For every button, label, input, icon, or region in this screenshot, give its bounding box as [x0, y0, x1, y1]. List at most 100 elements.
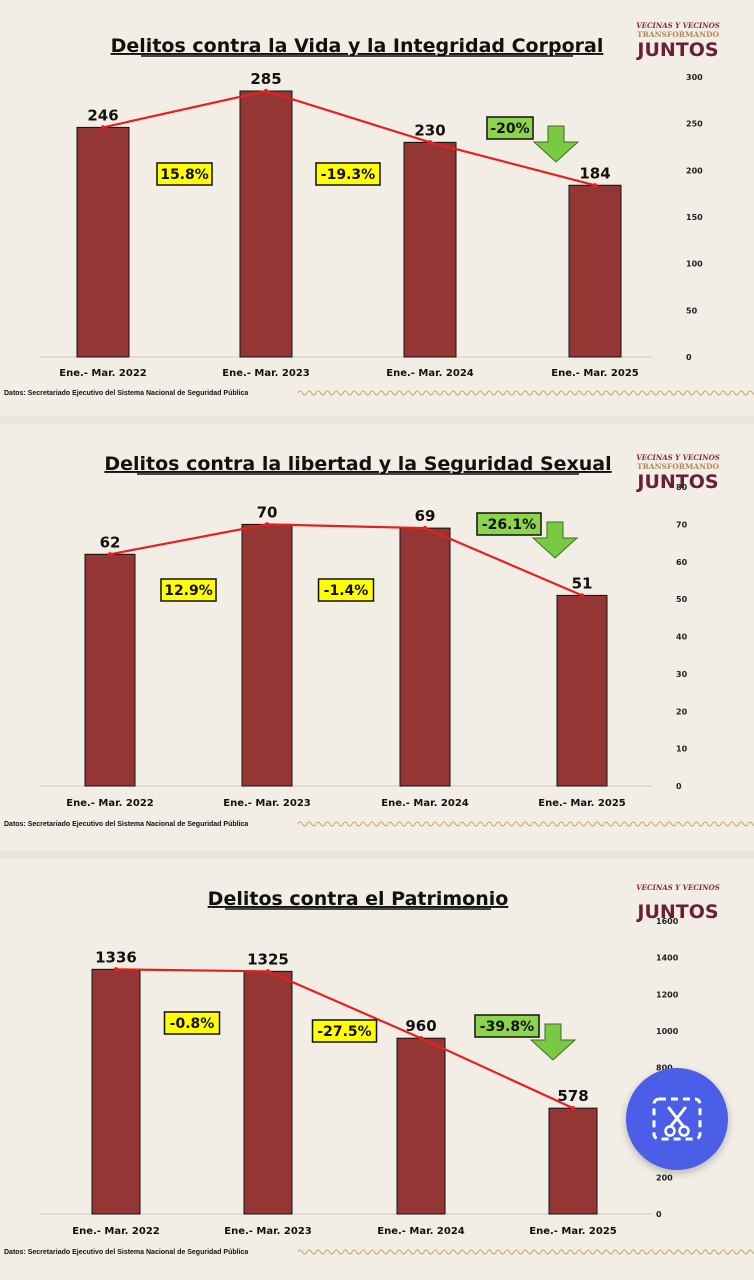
y-tick-label: 0 — [676, 782, 682, 791]
percent-change-box — [474, 1014, 540, 1038]
screenshot-fab-button[interactable] — [626, 1068, 728, 1170]
down-arrow-icon — [531, 521, 579, 559]
trend-point — [107, 552, 113, 557]
category-label: Ene.- Mar. 2023 — [223, 798, 311, 809]
source-text: Datos: Secretariado Ejecutivo del Sistem… — [4, 1249, 248, 1256]
percent-change-box — [486, 116, 534, 140]
category-label: Ene.- Mar. 2022 — [66, 798, 154, 809]
data-label: 70 — [257, 503, 278, 521]
logo-line3: JUNTOS — [635, 471, 718, 493]
category-label: Ene.- Mar. 2022 — [72, 1226, 160, 1237]
y-tick-label: 30 — [676, 670, 688, 679]
trend-point — [265, 969, 271, 974]
y-tick-label: 70 — [676, 520, 688, 529]
y-tick-label: 1000 — [656, 1027, 679, 1036]
data-label: 960 — [405, 1017, 436, 1035]
bar — [399, 527, 451, 787]
percent-change-box — [315, 162, 381, 186]
logo-line2: TRANSFORMANDO — [637, 30, 719, 39]
y-tick-label: 50 — [676, 595, 688, 604]
y-tick-label: 60 — [676, 558, 688, 567]
chart-title: Delitos contra el Patrimonio — [208, 888, 509, 910]
percent-change-box — [311, 1019, 378, 1043]
bar — [91, 968, 141, 1215]
data-label: 246 — [87, 106, 118, 124]
bar — [403, 141, 457, 358]
trend-line — [102, 89, 596, 187]
logo-line3: JUNTOS — [635, 39, 718, 61]
percent-change-box — [476, 512, 542, 536]
bar — [76, 126, 130, 358]
percent-change-label: -20% — [490, 121, 529, 137]
data-label: 285 — [250, 70, 281, 88]
decorative-border — [297, 390, 754, 396]
data-label: 1325 — [247, 950, 289, 968]
trend-point — [570, 1105, 576, 1111]
data-label: 1336 — [95, 948, 137, 966]
data-label: 69 — [415, 507, 436, 525]
y-tick-label: 80 — [676, 483, 688, 492]
data-label: 230 — [414, 121, 445, 139]
trend-point — [263, 88, 269, 94]
logo-line3: JUNTOS — [635, 901, 718, 923]
trend-line — [115, 968, 574, 1110]
logo-line1: VECINAS Y VECINOS — [636, 453, 720, 462]
y-tick-label: 1200 — [656, 990, 679, 999]
trend-line — [109, 523, 583, 597]
trend-point — [100, 125, 106, 130]
chart-panel-vida: Delitos contra la Vida y la Integridad C… — [0, 0, 754, 416]
logo-line1: VECINAS Y VECINOS — [636, 883, 720, 892]
category-label: Ene.- Mar. 2024 — [381, 798, 469, 809]
chart-panel-libertad: Delitos contra la libertad y la Segurida… — [0, 424, 754, 850]
percent-change-label: -27.5% — [317, 1024, 371, 1040]
bar — [243, 970, 293, 1215]
source-text: Datos: Secretariado Ejecutivo del Sistem… — [4, 390, 248, 397]
trend-point — [422, 525, 428, 531]
percent-change-label: -19.3% — [321, 167, 375, 183]
screenshot-scissors-icon — [652, 1097, 702, 1141]
bar — [568, 184, 622, 358]
down-arrow-icon — [529, 1023, 577, 1061]
percent-change-label: -1.4% — [324, 583, 369, 599]
source-text: Datos: Secretariado Ejecutivo del Sistem… — [4, 821, 248, 828]
data-label: 62 — [100, 533, 121, 551]
bar — [239, 90, 293, 358]
bar — [556, 594, 608, 787]
trend-point — [264, 522, 270, 527]
category-label: Ene.- Mar. 2025 — [551, 368, 639, 379]
percent-change-label: -26.1% — [482, 517, 536, 533]
chart-panel-patrimonio: Delitos contra el Patrimonio VECINAS Y VE… — [0, 858, 754, 1280]
y-tick-label: 1400 — [656, 954, 679, 963]
category-label: Ene.- Mar. 2023 — [224, 1226, 312, 1237]
y-tick-label: 150 — [686, 213, 703, 222]
percent-change-box — [156, 162, 213, 186]
chart-patrimonio-svg: Delitos contra el Patrimonio VECINAS Y VE… — [4, 883, 754, 1256]
y-tick-label: 250 — [686, 120, 703, 129]
chart-title: Delitos contra la Vida y la Integridad C… — [111, 35, 604, 57]
bar — [84, 553, 136, 787]
category-label: Ene.- Mar. 2024 — [386, 368, 474, 379]
y-tick-label: 800 — [656, 1064, 673, 1073]
bar — [548, 1107, 598, 1215]
percent-change-label: -0.8% — [170, 1016, 215, 1032]
trend-point — [113, 967, 119, 972]
panel-divider — [0, 850, 754, 858]
percent-change-label: -39.8% — [480, 1019, 534, 1035]
category-label: Ene.- Mar. 2024 — [377, 1226, 465, 1237]
percent-change-box — [160, 578, 217, 602]
chart-vida-svg: Delitos contra la Vida y la Integridad C… — [4, 21, 754, 397]
trend-point — [418, 1036, 424, 1041]
decorative-border — [297, 821, 754, 827]
trend-point — [592, 183, 598, 188]
decorative-border — [297, 1249, 754, 1255]
y-tick-label: 0 — [656, 1210, 662, 1219]
y-tick-label: 10 — [676, 745, 688, 754]
y-tick-label: 300 — [686, 73, 703, 82]
y-tick-label: 200 — [656, 1173, 673, 1182]
trend-point — [579, 593, 585, 598]
y-tick-label: 40 — [676, 633, 688, 642]
y-tick-label: 200 — [686, 166, 703, 175]
y-tick-label: 20 — [676, 707, 688, 716]
category-label: Ene.- Mar. 2025 — [529, 1226, 617, 1237]
category-label: Ene.- Mar. 2025 — [538, 798, 626, 809]
